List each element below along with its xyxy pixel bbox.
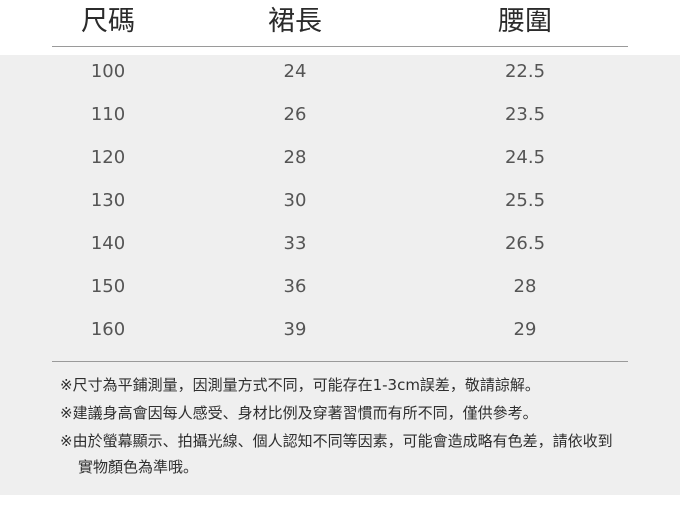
- table-cell: 24.5: [504, 147, 546, 168]
- table-cell: 26: [283, 104, 307, 125]
- header-rule: [52, 46, 628, 47]
- table-background: [0, 55, 680, 495]
- note-text: ※建議身高會因每人感受、身材比例及穿著習慣而有所不同，僅供參考。: [60, 404, 538, 422]
- footer-rule: [52, 361, 628, 362]
- column-header: 尺碼: [81, 6, 135, 37]
- table-cell: 100: [90, 61, 126, 82]
- notes: ※尺寸為平鋪測量，因測量方式不同，可能存在1-3cm誤差，敬請諒解。 ※建議身高會…: [60, 372, 620, 482]
- table-cell: 39: [283, 319, 307, 340]
- note-text: ※尺寸為平鋪測量，因測量方式不同，可能存在1-3cm誤差，敬請諒解。: [60, 376, 540, 394]
- table-cell: 22.5: [504, 61, 546, 82]
- table-cell: 28: [513, 276, 537, 297]
- table-cell: 33: [283, 233, 307, 254]
- table-cell: 28: [283, 147, 307, 168]
- table-cell: 24: [283, 61, 307, 82]
- table-cell: 23.5: [504, 104, 546, 125]
- table-cell: 110: [90, 104, 126, 125]
- table-cell: 30: [283, 190, 307, 211]
- table-cell: 120: [90, 147, 126, 168]
- table-cell: 29: [513, 319, 537, 340]
- column-header: 腰圍: [498, 6, 552, 37]
- table-cell: 140: [90, 233, 126, 254]
- note-text: ※由於螢幕顯示、拍攝光線、個人認知不同等因素，可能會造成略有色差，請依收到實物顏…: [60, 432, 613, 476]
- table-cell: 150: [90, 276, 126, 297]
- table-cell: 130: [90, 190, 126, 211]
- table-cell: 26.5: [504, 233, 546, 254]
- table-cell: 36: [283, 276, 307, 297]
- table-cell: 160: [90, 319, 126, 340]
- column-header: 裙長: [268, 6, 322, 37]
- table-cell: 25.5: [504, 190, 546, 211]
